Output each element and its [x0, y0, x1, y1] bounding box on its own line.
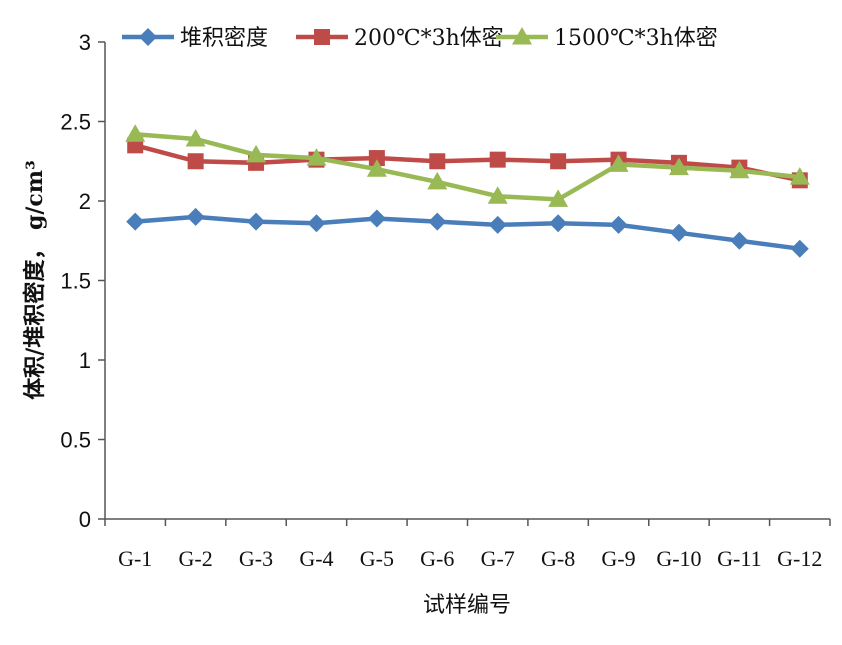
series-2: [127, 137, 808, 189]
y-tick-label: 2.5: [60, 110, 91, 135]
x-ticks: G-1 G-2 G-3 G-4 G-5 G-6 G-7 G-8 G-9 G-10 G-11 G-12: [104, 519, 831, 571]
data-point: [489, 151, 506, 168]
x-tick-label: G-10: [656, 546, 701, 571]
x-tick-label: G-8: [541, 546, 575, 571]
series-layer: [125, 124, 810, 258]
y-axis-title: 体积/堆积密度， g/cm³: [22, 160, 48, 399]
legend-item: 堆积密度: [122, 26, 268, 51]
data-point: [125, 124, 146, 142]
series-line: [135, 131, 801, 202]
data-point: [487, 186, 508, 204]
x-tick-label: G-2: [179, 546, 213, 571]
series-line: [135, 214, 801, 251]
legend-label: 1500℃*3h体密: [554, 26, 718, 51]
legend-marker: [314, 29, 330, 45]
data-point: [367, 209, 386, 228]
y-tick-label: 0.5: [60, 428, 91, 453]
data-point: [790, 239, 809, 258]
data-point: [246, 144, 267, 163]
axes: [104, 42, 830, 520]
x-tick-label: G-1: [118, 546, 152, 571]
legend-marker: [512, 27, 532, 45]
y-ticks: 0 0.5 1 1.5 2 2.5 3: [60, 30, 105, 532]
x-tick-label: G-12: [777, 546, 822, 571]
series-line: [134, 143, 801, 183]
data-point: [306, 148, 327, 166]
x-tick-label: G-6: [420, 546, 454, 571]
data-point: [548, 189, 569, 207]
data-point: [307, 214, 326, 233]
legend-label: 200℃*3h体密: [354, 26, 504, 51]
x-tick-label: G-9: [601, 546, 635, 571]
data-point: [729, 160, 750, 179]
data-point: [549, 214, 568, 233]
data-point: [789, 167, 810, 185]
data-point: [730, 231, 749, 250]
data-point: [366, 159, 387, 177]
y-tick-label: 2: [79, 189, 91, 214]
data-point: [247, 212, 266, 231]
legend-marker: [139, 28, 157, 46]
x-tick-label: G-5: [360, 546, 394, 571]
y-tick-label: 3: [79, 30, 91, 55]
data-point: [187, 153, 204, 170]
x-tick-label: G-4: [299, 546, 333, 571]
series-3: [125, 124, 810, 207]
legend-item: 1500℃*3h体密: [496, 26, 718, 51]
data-point: [185, 128, 206, 147]
data-point: [668, 157, 689, 176]
y-tick-label: 1: [79, 348, 91, 373]
legend-item: 200℃*3h体密: [296, 26, 504, 51]
data-point: [550, 153, 567, 170]
data-point: [669, 223, 688, 242]
data-point: [428, 212, 447, 231]
x-tick-label: G-7: [481, 546, 515, 571]
x-tick-label: G-3: [239, 546, 273, 571]
data-point: [488, 215, 507, 234]
data-point: [427, 171, 448, 190]
x-axis-title: 试样编号: [423, 593, 511, 618]
data-point: [608, 154, 629, 172]
y-tick-label: 1.5: [60, 269, 91, 294]
data-point: [126, 212, 145, 231]
x-tick-label: G-11: [717, 546, 761, 571]
data-point: [609, 215, 628, 234]
data-point: [429, 153, 446, 170]
data-point: [186, 207, 205, 226]
legend-label: 堆积密度: [180, 26, 268, 51]
data-point: [368, 150, 385, 167]
y-tick-label: 0: [79, 507, 91, 532]
legend: 堆积密度 200℃*3h体密 1500℃*3h体密: [122, 26, 718, 51]
series-1: [126, 207, 809, 258]
